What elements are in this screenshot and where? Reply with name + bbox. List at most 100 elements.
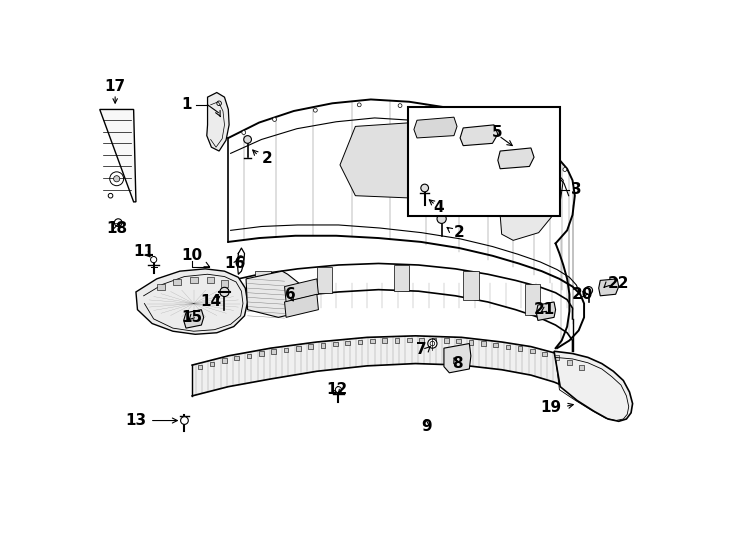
Bar	[395, 338, 399, 342]
Circle shape	[537, 147, 540, 151]
Circle shape	[181, 417, 189, 424]
Text: 14: 14	[200, 294, 221, 309]
Bar	[317, 267, 333, 293]
Text: 2: 2	[261, 151, 272, 166]
Polygon shape	[599, 279, 619, 296]
Bar	[247, 354, 252, 358]
Bar	[530, 349, 535, 353]
Bar	[567, 360, 572, 364]
Polygon shape	[136, 269, 247, 334]
Circle shape	[114, 176, 120, 182]
Circle shape	[335, 387, 341, 393]
Polygon shape	[460, 125, 498, 146]
Circle shape	[421, 184, 429, 192]
Text: 8: 8	[451, 356, 462, 371]
Bar	[255, 271, 271, 302]
Circle shape	[515, 136, 519, 140]
Polygon shape	[285, 294, 319, 318]
Bar	[407, 338, 412, 342]
Text: 10: 10	[181, 248, 203, 264]
Bar	[432, 338, 436, 342]
Circle shape	[437, 214, 446, 224]
Bar	[481, 341, 485, 346]
Circle shape	[313, 109, 317, 112]
Bar	[234, 356, 239, 361]
Text: 1: 1	[181, 97, 192, 112]
Bar	[207, 278, 214, 284]
Bar	[525, 284, 540, 315]
Bar	[457, 339, 461, 343]
Bar	[222, 359, 227, 363]
Text: 2: 2	[454, 225, 465, 240]
Bar	[468, 340, 473, 345]
Circle shape	[272, 118, 277, 122]
Circle shape	[435, 109, 438, 113]
Circle shape	[585, 287, 592, 294]
Bar	[493, 343, 498, 347]
Bar	[408, 107, 560, 217]
Bar	[259, 352, 264, 356]
Bar	[272, 349, 276, 354]
Bar	[542, 352, 547, 356]
Polygon shape	[246, 271, 313, 318]
Bar	[173, 279, 181, 285]
Polygon shape	[192, 336, 592, 402]
Bar	[333, 342, 338, 347]
Bar	[284, 348, 288, 352]
Text: 9: 9	[421, 419, 432, 434]
Circle shape	[465, 117, 469, 120]
Bar	[190, 276, 197, 283]
Bar	[463, 271, 479, 300]
Polygon shape	[100, 110, 136, 202]
Text: 4: 4	[433, 200, 444, 215]
Polygon shape	[498, 148, 534, 168]
Polygon shape	[414, 117, 457, 138]
Circle shape	[563, 167, 567, 171]
Circle shape	[552, 157, 556, 161]
Bar	[221, 280, 228, 287]
Polygon shape	[554, 351, 633, 421]
Bar	[419, 338, 424, 342]
Circle shape	[220, 287, 229, 296]
Polygon shape	[340, 120, 471, 200]
Bar	[444, 339, 448, 343]
Text: 21: 21	[534, 302, 555, 317]
Bar	[210, 361, 214, 366]
Circle shape	[150, 256, 157, 262]
Circle shape	[428, 339, 437, 348]
Bar	[506, 345, 510, 349]
Polygon shape	[500, 164, 563, 240]
Text: 19: 19	[541, 400, 562, 415]
Bar	[308, 345, 313, 349]
Text: 22: 22	[608, 276, 630, 291]
Bar	[296, 346, 301, 350]
Bar	[346, 341, 350, 345]
Polygon shape	[444, 343, 471, 373]
Bar	[518, 347, 523, 351]
Text: 3: 3	[571, 182, 581, 197]
Text: 20: 20	[572, 287, 593, 302]
Text: 15: 15	[181, 310, 203, 325]
Text: 5: 5	[492, 125, 502, 140]
Bar	[555, 355, 559, 360]
Circle shape	[357, 103, 361, 107]
Bar	[394, 265, 410, 291]
Polygon shape	[537, 302, 556, 320]
Circle shape	[244, 136, 252, 143]
Bar	[197, 364, 202, 369]
Bar	[579, 365, 584, 370]
Circle shape	[398, 104, 402, 107]
Text: 16: 16	[224, 256, 245, 271]
Text: 6: 6	[285, 287, 295, 302]
Bar	[357, 340, 363, 344]
Bar	[382, 339, 387, 343]
Text: 13: 13	[125, 413, 146, 428]
Circle shape	[115, 219, 122, 226]
Polygon shape	[207, 92, 229, 151]
Bar	[158, 284, 165, 291]
Text: 18: 18	[106, 220, 127, 235]
Bar	[370, 339, 374, 343]
Circle shape	[492, 126, 496, 130]
Bar	[321, 343, 325, 348]
Text: 7: 7	[415, 342, 426, 357]
